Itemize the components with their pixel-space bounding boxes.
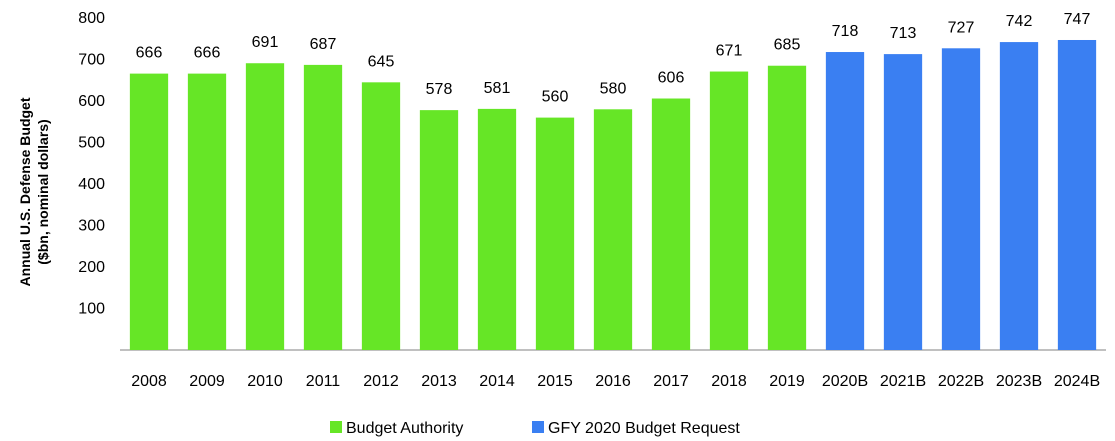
x-tick-label: 2016 — [595, 373, 631, 390]
bar — [709, 71, 749, 350]
bar — [187, 73, 227, 351]
y-axis-title-line-1: Annual U.S. Defense Budget — [17, 97, 33, 286]
bar-value-label: 671 — [716, 43, 743, 60]
bar-value-label: 718 — [832, 23, 859, 40]
x-tick-label: 2013 — [421, 373, 457, 390]
bar — [883, 54, 923, 350]
bars — [129, 39, 1097, 351]
x-tick-label: 2018 — [711, 373, 747, 390]
bar-value-label: 645 — [368, 53, 395, 70]
bar — [767, 65, 807, 350]
x-tick-label: 2014 — [479, 373, 515, 390]
y-tick-label: 400 — [78, 176, 105, 193]
x-tick-label: 2008 — [131, 373, 167, 390]
bar — [303, 64, 343, 351]
bar — [941, 48, 981, 351]
bar — [361, 82, 401, 350]
data-labels: 666 666 691 687 645 578 581 560 580 606 671 685 718 7… — [136, 11, 1091, 106]
bar-value-label: 713 — [890, 25, 917, 42]
bar — [825, 52, 865, 350]
bar-value-label: 727 — [948, 19, 975, 36]
legend: Budget Authority GFY 2020 Budget Request — [330, 420, 740, 437]
bar — [477, 108, 517, 350]
x-tick-label: 2015 — [537, 373, 573, 390]
bar-value-label: 606 — [658, 70, 685, 87]
y-tick-label: 600 — [78, 93, 105, 110]
bar — [419, 110, 459, 350]
bar-value-label: 580 — [600, 80, 627, 97]
bar — [593, 109, 633, 350]
legend-swatch — [330, 421, 342, 433]
legend-label: Budget Authority — [346, 420, 463, 437]
x-tick-label: 2012 — [363, 373, 399, 390]
bar-value-label: 747 — [1064, 11, 1091, 28]
x-tick-label: 2021B — [880, 373, 926, 390]
y-axis-ticks: 100 200 300 400 500 600 700 800 — [78, 10, 105, 318]
x-axis-ticks: 2008 2009 2010 2011 2012 2013 2014 2015 2016 2017… — [131, 373, 1100, 390]
y-tick-label: 200 — [78, 259, 105, 276]
bar-value-label: 742 — [1006, 13, 1033, 30]
bar-value-label: 691 — [252, 34, 279, 51]
bar-value-label: 578 — [426, 81, 453, 98]
x-tick-label: 2022B — [938, 373, 984, 390]
y-tick-label: 500 — [78, 135, 105, 152]
bar-value-label: 685 — [774, 37, 801, 54]
bar — [1057, 39, 1097, 351]
bar-value-label: 687 — [310, 36, 337, 53]
y-axis-title-line-2: ($bn, nominal dollars) — [35, 119, 51, 264]
bar — [535, 117, 575, 350]
x-tick-label: 2019 — [769, 373, 805, 390]
y-tick-label: 100 — [78, 301, 105, 318]
y-tick-label: 700 — [78, 52, 105, 69]
x-tick-label: 2023B — [996, 373, 1042, 390]
bar — [651, 98, 691, 350]
y-tick-label: 800 — [78, 10, 105, 27]
x-tick-label: 2020B — [822, 373, 868, 390]
bar-value-label: 666 — [194, 45, 221, 62]
bar-value-label: 666 — [136, 45, 163, 62]
bar-value-label: 581 — [484, 80, 511, 97]
legend-label: GFY 2020 Budget Request — [548, 420, 740, 437]
x-tick-label: 2017 — [653, 373, 689, 390]
bar — [999, 42, 1039, 350]
bar-value-label: 560 — [542, 89, 569, 106]
x-tick-label: 2009 — [189, 373, 225, 390]
x-tick-label: 2010 — [247, 373, 283, 390]
y-axis-title: Annual U.S. Defense Budget ($bn, nominal… — [17, 97, 51, 286]
x-tick-label: 2024B — [1054, 373, 1100, 390]
bar — [129, 73, 169, 351]
bar — [245, 63, 285, 351]
x-tick-label: 2011 — [306, 373, 341, 390]
legend-swatch — [532, 421, 544, 433]
y-tick-label: 300 — [78, 218, 105, 235]
